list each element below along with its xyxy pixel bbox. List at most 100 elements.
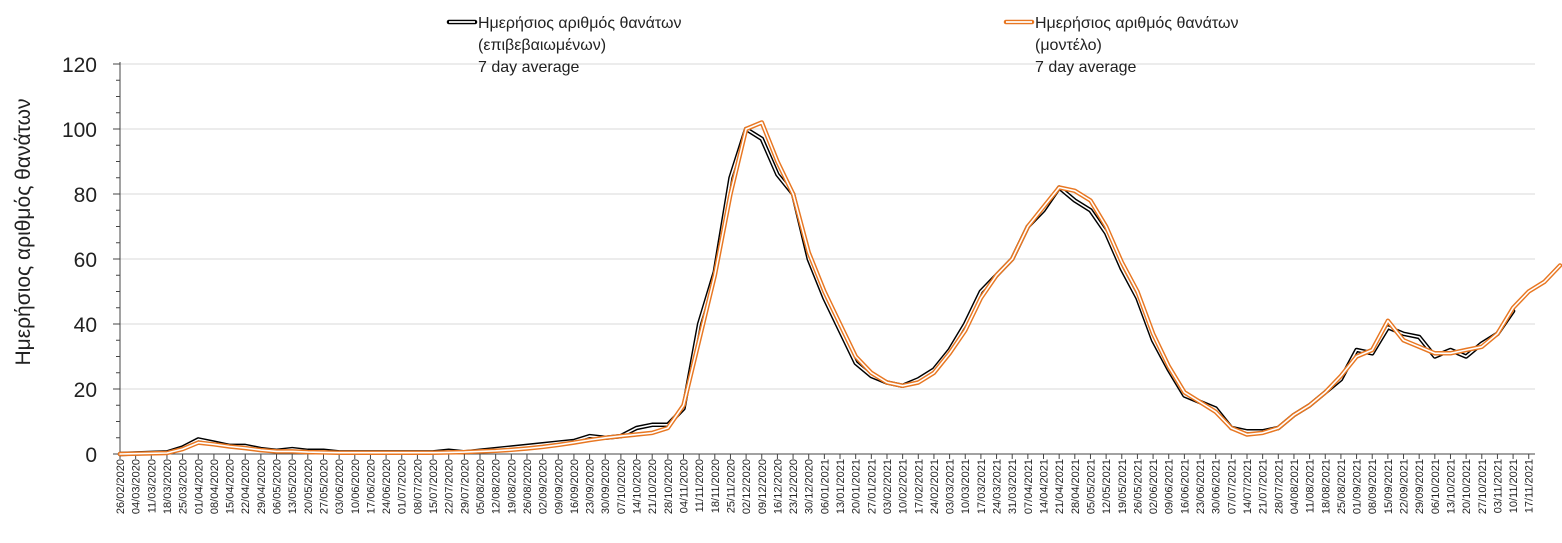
x-tick-label: 21/10/2020 — [647, 459, 659, 514]
x-tick-label: 29/09/2021 — [1414, 459, 1426, 514]
x-tick-label: 10/06/2020 — [350, 459, 362, 514]
x-tick-label: 04/11/2020 — [679, 459, 691, 513]
x-tick-label: 14/10/2020 — [632, 459, 644, 514]
x-tick-label: 23/12/2020 — [788, 459, 800, 514]
x-tick-label: 03/11/2021 — [1492, 459, 1504, 513]
x-tick-label: 12/05/2021 — [1101, 459, 1113, 514]
x-tick-label: 28/07/2021 — [1273, 459, 1285, 514]
x-tick-label: 06/10/2021 — [1430, 459, 1442, 514]
x-tick-label: 14/07/2021 — [1242, 459, 1254, 514]
x-tick-label: 17/11/2021 — [1524, 459, 1536, 513]
axes — [113, 62, 1535, 459]
x-tick-label: 11/03/2020 — [146, 459, 158, 513]
x-tick-label: 07/04/2021 — [1023, 459, 1035, 514]
x-tick-label: 06/01/2021 — [819, 459, 831, 514]
series-line-outer — [117, 126, 1516, 457]
y-tick-label-20: 20 — [74, 379, 97, 402]
series-line-inner — [119, 128, 1514, 455]
x-tick-label: 16/06/2021 — [1179, 459, 1191, 514]
x-tick-label: 17/02/2021 — [913, 459, 925, 514]
y-tick-labels: 0 20 40 60 80 100 120 — [62, 54, 97, 467]
legend-label-model-line2: (μοντέλο) — [1035, 37, 1102, 54]
x-tick-label: 23/06/2021 — [1195, 459, 1207, 514]
x-tick-label: 02/09/2020 — [538, 459, 550, 514]
x-tick-label: 25/08/2021 — [1336, 459, 1348, 514]
x-tick-label: 24/03/2021 — [992, 459, 1004, 514]
x-tick-label: 03/06/2020 — [334, 459, 346, 514]
x-tick-label: 09/06/2021 — [1164, 459, 1176, 514]
y-tick-label-40: 40 — [74, 314, 97, 337]
x-tick-label: 21/04/2021 — [1054, 459, 1066, 514]
y-tick-label-100: 100 — [62, 119, 97, 142]
x-tick-label: 16/12/2020 — [772, 459, 784, 514]
legend-label-confirmed-line2: (επιβεβαιωμένων) — [478, 37, 606, 54]
x-tick-label: 31/03/2021 — [1007, 459, 1019, 514]
x-tick-label: 18/08/2021 — [1320, 459, 1332, 514]
legend: Ημερήσιος αριθμός θανάτων (επιβεβαιωμένω… — [446, 15, 1238, 76]
x-tick-label: 25/03/2020 — [178, 459, 190, 514]
x-tick-label: 11/08/2021 — [1305, 459, 1317, 513]
legend-label-confirmed-line1: Ημερήσιος αριθμός θανάτων — [478, 15, 681, 32]
x-tick-label: 20/10/2021 — [1461, 459, 1473, 514]
x-tick-label: 27/05/2020 — [319, 459, 331, 514]
x-tick-label: 15/07/2020 — [428, 459, 440, 514]
x-tick-label: 26/08/2020 — [522, 459, 534, 514]
y-axis-label: Ημερήσιος αριθμός θανάτων — [12, 98, 35, 365]
x-tick-label: 04/08/2021 — [1289, 459, 1301, 514]
x-tick-label: 10/02/2021 — [898, 459, 910, 514]
x-tick-label: 04/03/2020 — [131, 459, 143, 514]
x-tick-label: 07/07/2021 — [1226, 459, 1238, 514]
series-0 — [117, 126, 1516, 457]
x-tick-label: 27/10/2021 — [1477, 459, 1489, 514]
y-tick-label-60: 60 — [74, 249, 97, 272]
series-lines — [117, 120, 1562, 457]
x-tick-label: 08/09/2021 — [1367, 459, 1379, 514]
x-tick-label: 16/09/2020 — [569, 459, 581, 514]
x-tick-label: 20/01/2021 — [851, 459, 863, 514]
x-tick-label: 17/03/2021 — [976, 459, 988, 514]
x-tick-label: 13/05/2020 — [287, 459, 299, 514]
x-tick-label: 22/04/2020 — [240, 459, 252, 514]
x-tick-label: 18/11/2020 — [710, 459, 722, 513]
x-tick-label: 30/09/2020 — [600, 459, 612, 514]
x-tick-label: 03/03/2021 — [945, 459, 957, 514]
x-tick-label: 20/05/2020 — [303, 459, 315, 514]
x-tick-label: 24/02/2021 — [929, 459, 941, 514]
legend-label-model-line3: 7 day average — [1035, 59, 1137, 76]
x-tick-label: 05/08/2020 — [475, 459, 487, 514]
x-tick-label: 30/06/2021 — [1211, 459, 1223, 514]
x-tick-label: 13/01/2021 — [835, 459, 847, 514]
legend-label-confirmed-line3: 7 day average — [478, 59, 580, 76]
x-tick-label: 12/08/2020 — [491, 459, 503, 514]
x-tick-label: 26/02/2020 — [115, 459, 127, 514]
x-tick-label: 08/07/2020 — [412, 459, 424, 514]
y-tick-label-80: 80 — [74, 184, 97, 207]
x-tick-label: 22/09/2021 — [1399, 459, 1411, 514]
legend-item-confirmed: Ημερήσιος αριθμός θανάτων (επιβεβαιωμένω… — [446, 15, 681, 76]
x-tick-label: 01/07/2020 — [397, 459, 409, 514]
x-tick-label: 02/06/2021 — [1148, 459, 1160, 514]
legend-item-model: Ημερήσιος αριθμός θανάτων (μοντέλο) 7 da… — [1003, 15, 1238, 76]
x-tick-label: 10/03/2021 — [960, 459, 972, 514]
x-tick-label: 18/03/2020 — [162, 459, 174, 514]
x-tick-label: 27/01/2021 — [866, 459, 878, 514]
x-tick-label: 13/10/2021 — [1446, 459, 1458, 514]
x-tick-label: 08/04/2020 — [209, 459, 221, 514]
x-tick-label: 28/10/2020 — [663, 459, 675, 514]
x-tick-label: 25/11/2020 — [726, 459, 738, 513]
x-tick-label: 29/04/2020 — [256, 459, 268, 514]
x-tick-label: 30/12/2020 — [804, 459, 816, 514]
x-tick-label: 26/05/2021 — [1132, 459, 1144, 514]
x-tick-label: 02/12/2020 — [741, 459, 753, 514]
x-tick-label: 14/04/2021 — [1039, 459, 1051, 514]
x-tick-label: 10/11/2021 — [1508, 459, 1520, 513]
x-tick-label: 07/10/2020 — [616, 459, 628, 514]
x-tick-label: 09/09/2020 — [553, 459, 565, 514]
x-tick-label: 24/06/2020 — [381, 459, 393, 514]
x-tick-label: 29/07/2020 — [459, 459, 471, 514]
x-tick-label: 28/04/2021 — [1070, 459, 1082, 514]
x-tick-label: 15/04/2020 — [225, 459, 237, 514]
x-tick-label: 21/07/2021 — [1258, 459, 1270, 514]
gridlines — [120, 63, 1535, 390]
